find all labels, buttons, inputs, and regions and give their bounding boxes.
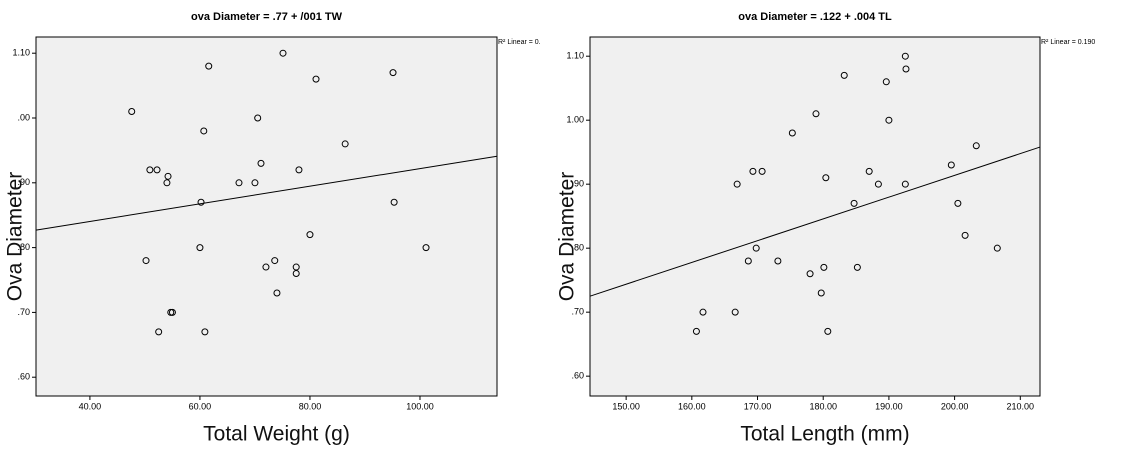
point bbox=[155, 328, 163, 336]
x-tick-label: 100.00 bbox=[406, 401, 434, 411]
y-tick-label: .70 bbox=[571, 307, 584, 317]
point bbox=[853, 263, 861, 271]
point bbox=[196, 244, 204, 252]
point bbox=[390, 198, 398, 206]
x-tick-label: 150.00 bbox=[612, 401, 640, 411]
point bbox=[882, 78, 890, 86]
plot-area bbox=[589, 36, 1041, 397]
point bbox=[749, 167, 757, 175]
point bbox=[824, 327, 832, 335]
x-tick-label: 40.00 bbox=[79, 401, 102, 411]
point bbox=[257, 159, 265, 167]
point bbox=[295, 166, 303, 174]
y-axis-label: Ova Diameter bbox=[556, 172, 579, 302]
y-tick-label: 1.10 bbox=[12, 48, 30, 58]
y-axis-label: Ova Diameter bbox=[4, 172, 27, 302]
point bbox=[902, 65, 910, 73]
point bbox=[205, 62, 213, 70]
y-tick-label: .60 bbox=[571, 371, 584, 381]
x-axis-label: Total Weight (g) bbox=[203, 423, 350, 446]
point bbox=[806, 270, 814, 278]
point bbox=[164, 172, 172, 180]
x-tick-label: 80.00 bbox=[299, 401, 322, 411]
plot-area bbox=[35, 36, 498, 397]
annotation: R² Linear = 0. bbox=[498, 39, 541, 46]
point bbox=[197, 198, 205, 206]
point bbox=[758, 167, 766, 175]
x-tick-label: 200.00 bbox=[941, 401, 969, 411]
point bbox=[142, 257, 150, 265]
fit-line bbox=[589, 146, 1041, 297]
fit-line bbox=[35, 155, 498, 231]
y-tick-label: 1.00 bbox=[566, 115, 584, 125]
annotation: R² Linear = 0.190 bbox=[1041, 39, 1095, 46]
chart-title: ova Diameter = .122 + .004 TL bbox=[738, 11, 892, 23]
point bbox=[850, 199, 858, 207]
point bbox=[692, 327, 700, 335]
point bbox=[163, 179, 171, 187]
point bbox=[153, 166, 161, 174]
point bbox=[279, 49, 287, 57]
y-tick-label: .90 bbox=[571, 179, 584, 189]
y-tick-label: .70 bbox=[17, 307, 30, 317]
point bbox=[840, 71, 848, 79]
point bbox=[961, 231, 969, 239]
point bbox=[699, 308, 707, 316]
point bbox=[885, 116, 893, 124]
point bbox=[389, 69, 397, 77]
x-tick-label: 190.00 bbox=[875, 401, 903, 411]
point bbox=[774, 257, 782, 265]
point bbox=[200, 127, 208, 135]
y-tick-label: .60 bbox=[17, 372, 30, 382]
point bbox=[306, 231, 314, 239]
point bbox=[312, 75, 320, 83]
point bbox=[947, 161, 955, 169]
point bbox=[733, 180, 741, 188]
point bbox=[901, 180, 909, 188]
y-tick-label: .90 bbox=[17, 177, 30, 187]
x-tick-label: 210.00 bbox=[1007, 401, 1035, 411]
chart-title: ova Diameter = .77 + /001 TW bbox=[191, 11, 343, 23]
x-tick-label: 170.00 bbox=[744, 401, 772, 411]
y-tick-label: .80 bbox=[17, 242, 30, 252]
point bbox=[235, 179, 243, 187]
point bbox=[993, 244, 1001, 252]
point bbox=[788, 129, 796, 137]
point bbox=[820, 263, 828, 271]
point bbox=[731, 308, 739, 316]
point bbox=[262, 263, 270, 271]
x-axis-label: Total Length (mm) bbox=[740, 423, 909, 446]
point bbox=[865, 167, 873, 175]
y-tick-label: .00 bbox=[17, 112, 30, 122]
point bbox=[822, 174, 830, 182]
point bbox=[271, 257, 279, 265]
point bbox=[341, 140, 349, 148]
point bbox=[954, 199, 962, 207]
x-tick-label: 180.00 bbox=[809, 401, 837, 411]
point bbox=[817, 289, 825, 297]
point bbox=[168, 308, 176, 316]
point bbox=[273, 289, 281, 297]
point bbox=[972, 142, 980, 150]
point bbox=[744, 257, 752, 265]
point bbox=[128, 108, 136, 116]
x-tick-label: 60.00 bbox=[189, 401, 212, 411]
point bbox=[874, 180, 882, 188]
point bbox=[254, 114, 262, 122]
x-tick-label: 160.00 bbox=[678, 401, 706, 411]
point bbox=[146, 166, 154, 174]
point bbox=[752, 244, 760, 252]
point bbox=[292, 270, 300, 278]
y-tick-label: .80 bbox=[571, 243, 584, 253]
point bbox=[201, 328, 209, 336]
y-tick-label: 1.10 bbox=[566, 51, 584, 61]
point bbox=[812, 110, 820, 118]
point bbox=[251, 179, 259, 187]
point bbox=[901, 52, 909, 60]
point bbox=[422, 244, 430, 252]
